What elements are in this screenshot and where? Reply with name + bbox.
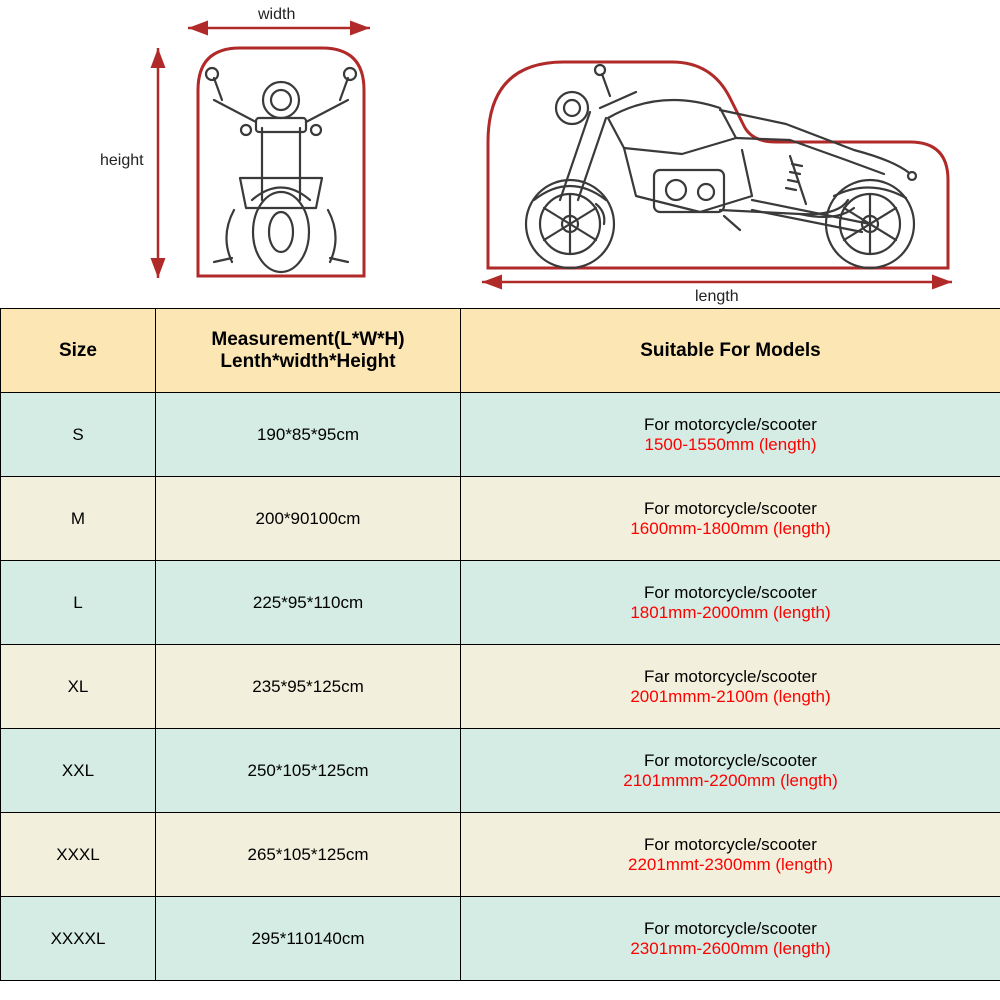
size-table: Size Measurement(L*W*H) Lenth*width*Heig… <box>0 308 1000 981</box>
table-row: M200*90100cmFor motorcycle/scooter1600mm… <box>1 477 1000 561</box>
th-size: Size <box>1 309 156 393</box>
cell-size: XL <box>1 645 156 729</box>
cell-suitable: For motorcycle/scooter2101mmm-2200mm (le… <box>461 729 1000 813</box>
cell-size: M <box>1 477 156 561</box>
cell-size: XXL <box>1 729 156 813</box>
table-row: XXXL265*105*125cmFor motorcycle/scooter2… <box>1 813 1000 897</box>
cell-suitable: For motorcycle/scooter1600mm-1800mm (len… <box>461 477 1000 561</box>
cell-measurement: 235*95*125cm <box>156 645 461 729</box>
table-row: L225*95*110cmFor motorcycle/scooter1801m… <box>1 561 1000 645</box>
cell-size: XXXXL <box>1 897 156 981</box>
cell-size: L <box>1 561 156 645</box>
cell-measurement: 295*110140cm <box>156 897 461 981</box>
cell-measurement: 190*85*95cm <box>156 393 461 477</box>
diagram-svg <box>0 0 1000 308</box>
table-row: XL235*95*125cmFar motorcycle/scooter2001… <box>1 645 1000 729</box>
cell-measurement: 265*105*125cm <box>156 813 461 897</box>
cell-suitable: For motorcycle/scooter1500-1550mm (lengt… <box>461 393 1000 477</box>
table-row: XXXXL295*110140cmFor motorcycle/scooter2… <box>1 897 1000 981</box>
cell-measurement: 250*105*125cm <box>156 729 461 813</box>
diagram-area: width height length <box>0 0 1000 308</box>
cell-measurement: 200*90100cm <box>156 477 461 561</box>
th-measurement: Measurement(L*W*H) Lenth*width*Height <box>156 309 461 393</box>
table-row: XXL250*105*125cmFor motorcycle/scooter21… <box>1 729 1000 813</box>
cell-size: XXXL <box>1 813 156 897</box>
cell-size: S <box>1 393 156 477</box>
table-row: S190*85*95cmFor motorcycle/scooter1500-1… <box>1 393 1000 477</box>
th-suitable: Suitable For Models <box>461 309 1000 393</box>
cell-suitable: For motorcycle/scooter2201mmt-2300mm (le… <box>461 813 1000 897</box>
cell-suitable: Far motorcycle/scooter2001mmm-2100m (len… <box>461 645 1000 729</box>
cell-suitable: For motorcycle/scooter1801mm-2000mm (len… <box>461 561 1000 645</box>
cell-measurement: 225*95*110cm <box>156 561 461 645</box>
cell-suitable: For motorcycle/scooter2301mm-2600mm (len… <box>461 897 1000 981</box>
